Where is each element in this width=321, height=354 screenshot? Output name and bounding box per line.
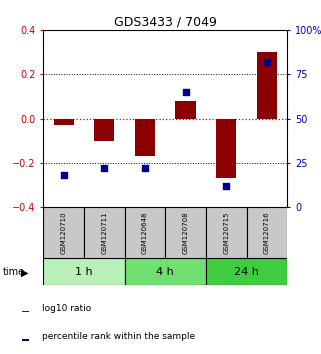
- Text: log10 ratio: log10 ratio: [42, 304, 91, 313]
- Text: GSM120711: GSM120711: [101, 211, 107, 254]
- Bar: [22, 311, 29, 312]
- Text: GSM120715: GSM120715: [223, 211, 229, 254]
- Bar: [54, 119, 74, 125]
- Bar: [135, 119, 155, 156]
- Bar: [257, 52, 277, 119]
- Bar: [22, 339, 29, 341]
- Text: GSM120716: GSM120716: [264, 211, 270, 254]
- Bar: [216, 119, 237, 178]
- Text: ▶: ▶: [21, 268, 28, 278]
- Bar: [43, 258, 125, 285]
- Point: [265, 59, 270, 65]
- Bar: [84, 207, 125, 258]
- Text: GSM120708: GSM120708: [183, 211, 189, 254]
- Bar: [247, 207, 287, 258]
- Title: GDS3433 / 7049: GDS3433 / 7049: [114, 16, 217, 29]
- Point: [183, 89, 188, 95]
- Point: [224, 183, 229, 189]
- Bar: [94, 119, 115, 141]
- Point: [143, 165, 148, 171]
- Point: [102, 165, 107, 171]
- Bar: [206, 258, 287, 285]
- Bar: [206, 207, 247, 258]
- Point: [61, 172, 66, 178]
- Text: 4 h: 4 h: [156, 267, 174, 277]
- Bar: [43, 207, 84, 258]
- Text: 24 h: 24 h: [234, 267, 259, 277]
- Bar: [125, 258, 206, 285]
- Text: GSM120648: GSM120648: [142, 211, 148, 254]
- Bar: [176, 101, 196, 119]
- Text: GSM120710: GSM120710: [61, 211, 67, 254]
- Bar: [125, 207, 165, 258]
- Text: percentile rank within the sample: percentile rank within the sample: [42, 332, 195, 341]
- Bar: [165, 207, 206, 258]
- Text: time: time: [3, 267, 25, 277]
- Text: 1 h: 1 h: [75, 267, 93, 277]
